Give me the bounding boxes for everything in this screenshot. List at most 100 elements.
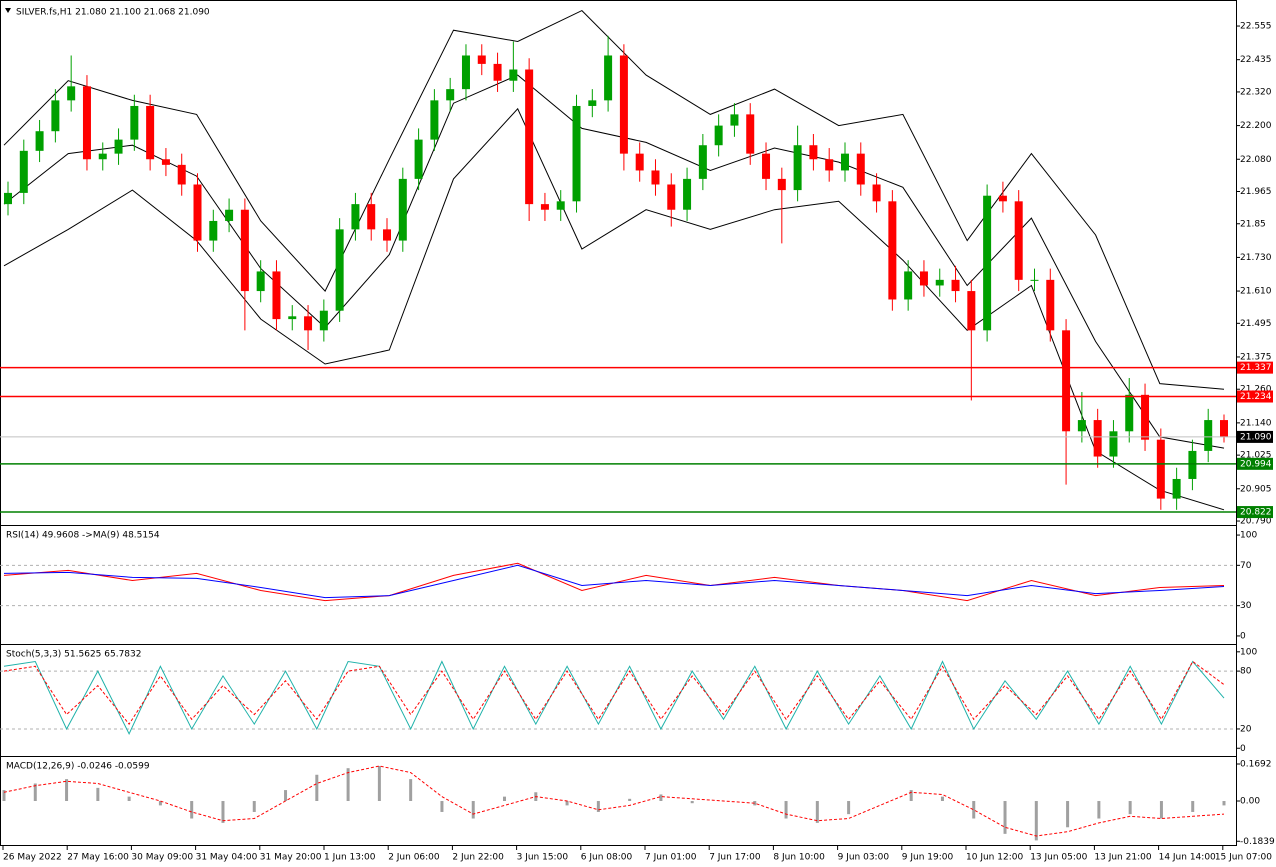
candle-body — [1172, 478, 1181, 499]
level-label: 21.234 — [1240, 392, 1272, 402]
y-tick-label: 21.730 — [1240, 253, 1272, 263]
x-tick-label: 30 May 09:00 — [131, 853, 193, 863]
candle-body — [1030, 279, 1039, 281]
candle-body — [556, 201, 565, 210]
band-upper — [3, 9, 1225, 390]
candle-body — [319, 310, 328, 331]
y-tick-label: 0.1692 — [1240, 759, 1272, 769]
candle-body — [919, 271, 928, 286]
candle-body — [256, 271, 265, 292]
x-tick-label: 9 Jun 03:00 — [838, 853, 890, 863]
y-tick-label: 0 — [1240, 744, 1246, 754]
candle-body — [1093, 420, 1102, 457]
y-tick-label: 70 — [1240, 561, 1252, 571]
candle-body — [1077, 420, 1086, 432]
candle-body — [983, 195, 992, 331]
indicator-line — [3, 564, 1225, 599]
x-tick-label: 15 Jun 07:00 — [1215, 853, 1272, 863]
level-label: 21.337 — [1240, 363, 1272, 373]
candle-body — [35, 131, 44, 151]
candle-body — [82, 86, 91, 160]
x-tick-label: 26 May 2022 — [3, 853, 62, 863]
y-tick-label: 0.00 — [1240, 797, 1260, 807]
candle-body — [67, 86, 76, 101]
candle-body — [809, 145, 818, 160]
candle-body — [351, 204, 360, 230]
candle-body — [146, 105, 155, 160]
x-tick-label: 31 May 04:00 — [196, 853, 258, 863]
candle-body — [414, 139, 423, 179]
menu-icon[interactable] — [5, 8, 11, 13]
candle-body — [272, 271, 281, 320]
y-tick-label: 22.435 — [1240, 55, 1272, 65]
x-tick-label: 7 Jun 17:00 — [709, 853, 761, 863]
candle-body — [619, 55, 628, 154]
candle-body — [825, 159, 834, 171]
candle-body — [493, 63, 502, 81]
x-tick-label: 27 May 16:00 — [67, 853, 129, 863]
candle-body — [667, 184, 676, 210]
y-tick-label: -0.1839 — [1240, 837, 1275, 847]
x-tick-label: 10 Jun 12:00 — [966, 853, 1023, 863]
candle-body — [635, 153, 644, 171]
candle-body — [1046, 279, 1055, 331]
candle-body — [209, 220, 218, 241]
x-tick-label: 6 Jun 08:00 — [581, 853, 633, 863]
y-tick-label: 30 — [1240, 601, 1252, 611]
candle-body — [335, 229, 344, 311]
y-tick-label: 21.965 — [1240, 187, 1272, 197]
candle-body — [904, 271, 913, 300]
last-price-label: 21.090 — [1240, 432, 1272, 442]
candle-body — [177, 164, 186, 185]
band-lower — [3, 107, 1225, 511]
y-tick-label: 21.375 — [1240, 352, 1272, 362]
candle-body — [398, 178, 407, 241]
candle-body — [288, 316, 297, 320]
candle-body — [746, 114, 755, 154]
candle-body — [4, 192, 12, 205]
candle-body — [193, 184, 202, 241]
candle-body — [240, 209, 249, 292]
x-tick-label: 14 Jun 14:00 — [1159, 853, 1216, 863]
panel-title: SILVER.fs,H1 21.080 21.100 21.068 21.090 — [16, 8, 210, 18]
candle-body — [1220, 420, 1228, 437]
candle-body — [793, 145, 802, 191]
candle-body — [604, 55, 613, 101]
candle-body — [304, 316, 313, 331]
candle-body — [951, 279, 960, 292]
candle-body — [1141, 394, 1150, 440]
y-tick-label: 100 — [1240, 647, 1257, 657]
last-price-tag — [1237, 430, 1273, 443]
candle-body — [161, 159, 170, 165]
level-tag — [1237, 390, 1273, 403]
candle-body — [525, 69, 534, 205]
candle-body — [540, 204, 549, 210]
candle-body — [1204, 420, 1213, 451]
candle-body — [730, 114, 739, 126]
candle-body — [935, 279, 944, 286]
signal-line — [3, 765, 1225, 837]
x-tick-label: 1 Jun 13:00 — [324, 853, 376, 863]
candle-body — [1109, 431, 1118, 457]
candle-body — [967, 291, 976, 331]
y-tick-label: 21.85 — [1240, 219, 1266, 229]
candle-body — [840, 153, 849, 171]
candle-body — [446, 89, 455, 101]
y-tick-label: 80 — [1240, 667, 1252, 677]
level-label: 20.822 — [1240, 508, 1272, 518]
x-tick-label: 13 Jun 21:00 — [1094, 853, 1151, 863]
panel-title: RSI(14) 49.9608 ->MA(9) 48.5154 — [6, 531, 160, 541]
panel-title: MACD(12,26,9) -0.0246 -0.0599 — [6, 762, 150, 772]
candle-body — [1156, 439, 1165, 499]
candle-body — [461, 55, 470, 90]
level-tag — [1237, 361, 1273, 374]
candle-body — [130, 105, 139, 140]
y-tick-label: 21.260 — [1240, 385, 1272, 395]
y-tick-label: 21.140 — [1240, 418, 1272, 428]
candle-body — [714, 125, 723, 146]
x-tick-label: 31 May 20:00 — [260, 853, 322, 863]
candle-body — [383, 229, 392, 241]
y-tick-label: 22.200 — [1240, 121, 1272, 131]
candle-body — [51, 100, 60, 132]
